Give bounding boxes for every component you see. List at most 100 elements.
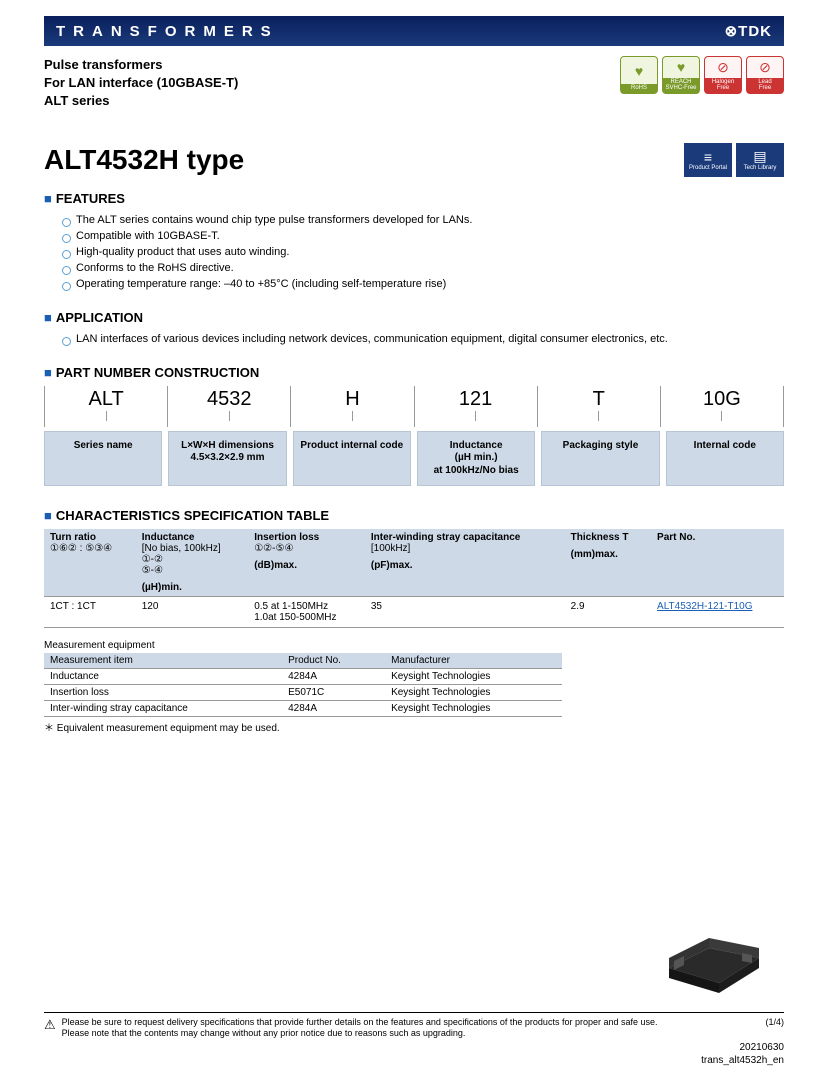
spec-col-header: Inductance[No bias, 100kHz]①-②⑤-④(µH)min… [136,529,249,597]
main-title: ALT4532H type [44,144,244,176]
sub-header-text: Pulse transformers For LAN interface (10… [44,56,238,111]
pnc-code: T [538,388,660,411]
meas-head-row: Measurement itemProduct No.Manufacturer [44,653,562,669]
pnc-desc-cell: Packaging style [541,431,659,487]
application-heading: ■APPLICATION [44,310,784,325]
meas-cell: Inter-winding stray capacitance [44,701,282,717]
meas-cell: Keysight Technologies [385,685,562,701]
pnc-code-cell: H [291,386,414,427]
bullet-item: Compatible with 10GBASE-T. [62,228,784,244]
footer: ⚠ Please be sure to request delivery spe… [44,1012,784,1066]
pnc-code-cell: 121 [415,386,538,427]
portal-icon: ≡ [704,149,712,165]
bullet-item: Operating temperature range: –40 to +85°… [62,276,784,292]
badge-label: LeadFree [747,78,783,93]
pnc-desc: Series nameL×W×H dimensions4.5×3.2×2.9 m… [44,431,784,487]
measurement-heading: Measurement equipment [44,640,784,651]
sub-header: Pulse transformers For LAN interface (10… [44,56,784,111]
meas-col-header: Manufacturer [385,653,562,669]
badge-label: RoHS [621,84,657,93]
meas-col-header: Product No. [282,653,385,669]
spec-col-header: Inter-winding stray capacitance[100kHz](… [365,529,565,597]
sub-line-1: Pulse transformers [44,56,238,74]
compliance-badges: ♥RoHS♥REACHSVHC-Free⊘HalogenFree⊘LeadFre… [620,56,784,94]
title-row: ALT4532H type ≡Product Portal▤Tech Libra… [44,143,784,177]
meas-row: Inter-winding stray capacitance4284AKeys… [44,701,562,717]
footer-doc: trans_alt4532h_en [44,1055,784,1066]
pnc-desc-cell: Product internal code [293,431,411,487]
pnc-code-cell: ALT [44,386,168,427]
pnc-code: 10G [661,388,783,411]
meas-cell: Keysight Technologies [385,701,562,717]
pnc-code-cell: 4532 [168,386,291,427]
meas-row: Inductance4284AKeysight Technologies [44,669,562,685]
meas-cell: Insertion loss [44,685,282,701]
compliance-badge: ⊘LeadFree [746,56,784,94]
banner: TRANSFORMERS ⊗TDK [44,16,784,46]
pnc-desc-cell: Series name [44,431,162,487]
pnc-code-cell: T [538,386,661,427]
spec-col-header: Part No. [651,529,784,597]
badge-icon: ⊘ [717,57,729,78]
pnc-desc-cell: Internal code [666,431,784,487]
meas-cell: Keysight Technologies [385,669,562,685]
sub-line-3: ALT series [44,92,238,110]
pnc-desc-cell: Inductance(µH min.)at 100kHz/No bias [417,431,535,487]
portal-icon: ▤ [753,148,766,165]
spec-cell: 120 [136,597,249,628]
spec-data-row: 1CT : 1CT1200.5 at 1-150MHz1.0at 150-500… [44,597,784,628]
pnc-code: 4532 [168,388,290,411]
product-image [654,913,774,996]
spec-table: Turn ratio①⑥② : ⑤③④Inductance[No bias, 1… [44,529,784,628]
pnc-code: 121 [415,388,537,411]
features-list: The ALT series contains wound chip type … [62,212,784,292]
bullet-item: High-quality product that uses auto wind… [62,244,784,260]
badge-icon: ♥ [677,57,685,78]
compliance-badge: ♥RoHS [620,56,658,94]
spec-heading: ■CHARACTERISTICS SPECIFICATION TABLE [44,508,784,523]
pnc-code: ALT [45,388,167,411]
banner-title: TRANSFORMERS [56,23,279,40]
spec-col-header: Thickness T(mm)max. [565,529,651,597]
pnc-codes: ALT4532H121T10G [44,386,784,427]
meas-row: Insertion lossE5071CKeysight Technologie… [44,685,562,701]
pnc-heading: ■PART NUMBER CONSTRUCTION [44,365,784,380]
spec-col-header: Turn ratio①⑥② : ⑤③④ [44,529,136,597]
badge-label: HalogenFree [705,78,741,93]
portal-badges: ≡Product Portal▤Tech Library [684,143,784,177]
application-list: LAN interfaces of various devices includ… [62,331,784,347]
spec-cell: ALT4532H-121-T10G [651,597,784,628]
measurement-note: ＊ Equivalent measurement equipment may b… [44,719,784,734]
part-no-link[interactable]: ALT4532H-121-T10G [657,601,752,612]
pnc-desc-cell: L×W×H dimensions4.5×3.2×2.9 mm [168,431,286,487]
spec-col-header: Insertion loss①②-⑤④(dB)max. [248,529,365,597]
sub-line-2: For LAN interface (10GBASE-T) [44,74,238,92]
meas-cell: Inductance [44,669,282,685]
bullet-item: LAN interfaces of various devices includ… [62,331,784,347]
spec-cell: 0.5 at 1-150MHz1.0at 150-500MHz [248,597,365,628]
badge-icon: ♥ [635,57,643,84]
warning-icon: ⚠ [44,1017,56,1040]
spec-head-row: Turn ratio①⑥② : ⑤③④Inductance[No bias, 1… [44,529,784,597]
meas-body: Inductance4284AKeysight TechnologiesInse… [44,669,562,717]
bullet-item: The ALT series contains wound chip type … [62,212,784,228]
badge-label: REACHSVHC-Free [663,78,699,93]
spec-cell: 2.9 [565,597,651,628]
measurement-table: Measurement itemProduct No.Manufacturer … [44,653,562,717]
meas-cell: 4284A [282,669,385,685]
spec-cell: 1CT : 1CT [44,597,136,628]
footer-date: 20210630 [44,1042,784,1053]
brand-logo: ⊗TDK [725,22,772,40]
pnc-code-cell: 10G [661,386,784,427]
compliance-badge: ⊘HalogenFree [704,56,742,94]
portal-badge[interactable]: ≡Product Portal [684,143,732,177]
bullet-item: Conforms to the RoHS directive. [62,260,784,276]
features-heading: ■FEATURES [44,191,784,206]
spec-cell: 35 [365,597,565,628]
portal-label: Tech Library [744,165,777,171]
footer-text: Please be sure to request delivery speci… [62,1017,760,1040]
meas-cell: E5071C [282,685,385,701]
pnc-code: H [291,388,413,411]
portal-badge[interactable]: ▤Tech Library [736,143,784,177]
compliance-badge: ♥REACHSVHC-Free [662,56,700,94]
